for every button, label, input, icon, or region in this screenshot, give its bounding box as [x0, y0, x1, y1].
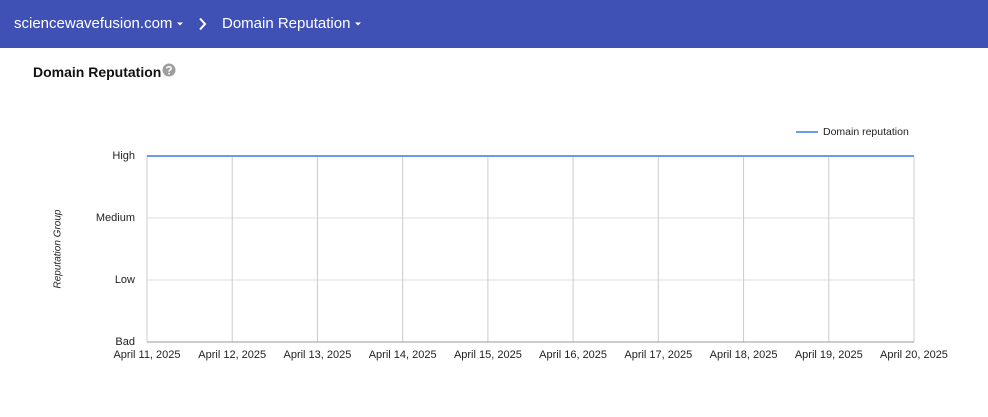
x-tick-label: April 20, 2025: [880, 349, 948, 361]
x-tick-label: April 18, 2025: [710, 349, 778, 361]
domain-selector[interactable]: sciencewavefusion.com: [14, 14, 184, 34]
page-selector[interactable]: Domain Reputation: [222, 14, 362, 34]
page-name: Domain Reputation: [222, 15, 351, 32]
x-tick-label: April 17, 2025: [624, 349, 692, 361]
legend-label: Domain reputation: [823, 126, 909, 138]
y-tick-label: Medium: [96, 212, 135, 224]
y-tick-label: High: [112, 150, 135, 162]
x-tick-label: April 13, 2025: [283, 349, 351, 361]
section-header: Domain Reputation: [33, 63, 176, 80]
breadcrumb-chevron: [199, 17, 207, 31]
help-icon[interactable]: [162, 63, 176, 77]
x-tick-label: April 14, 2025: [369, 349, 437, 361]
top-bar: sciencewavefusion.com Domain Reputation: [0, 0, 988, 48]
x-tick-label: April 19, 2025: [795, 349, 863, 361]
y-tick-label: Bad: [115, 336, 135, 348]
x-tick-label: April 12, 2025: [198, 349, 266, 361]
dropdown-caret: [355, 22, 362, 26]
y-tick-label: Low: [115, 274, 135, 286]
domain-name: sciencewavefusion.com: [14, 15, 173, 32]
x-tick-label: April 11, 2025: [113, 349, 180, 361]
x-tick-label: April 15, 2025: [454, 349, 522, 361]
section-title: Domain Reputation: [33, 64, 162, 80]
x-tick-label: April 16, 2025: [539, 349, 607, 361]
chart: Reputation Group Bad Low Medium High April 1…: [53, 126, 948, 361]
y-axis-label: Reputation Group: [53, 209, 64, 288]
dropdown-caret: [177, 22, 184, 26]
